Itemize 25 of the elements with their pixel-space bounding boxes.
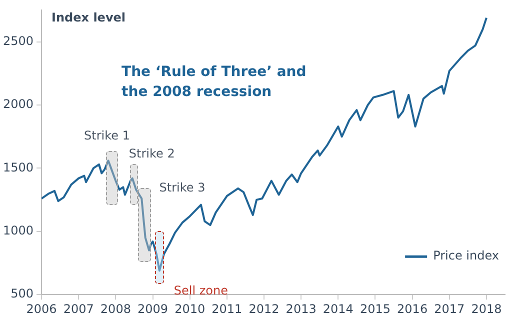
x-tick-label: 2009 bbox=[137, 302, 168, 316]
x-tick-label: 2014 bbox=[322, 302, 354, 316]
y-tick-label: 1000 bbox=[2, 224, 34, 238]
x-tick-label: 2010 bbox=[174, 302, 206, 316]
x-tick-label: 2017 bbox=[434, 302, 465, 316]
x-tick-label: 2013 bbox=[286, 302, 316, 316]
x-tick-label: 2007 bbox=[63, 302, 94, 316]
x-tick-label: 2018 bbox=[471, 302, 502, 316]
x-tick-label: 2015 bbox=[360, 302, 391, 316]
y-tick-label: 1500 bbox=[2, 160, 34, 174]
x-tick-label: 2012 bbox=[248, 302, 280, 316]
band-label: Strike 3 bbox=[159, 180, 206, 195]
y-tick-label: 500 bbox=[10, 286, 34, 301]
x-tick-label: 2008 bbox=[100, 302, 131, 316]
band-label: Strike 1 bbox=[84, 128, 130, 143]
text: The ‘Rule of Three’ and the 2008 recession bbox=[122, 64, 306, 100]
band-label: Strike 2 bbox=[128, 146, 175, 161]
x-tick-label: 2016 bbox=[397, 302, 428, 316]
y-axis-title: Index level bbox=[52, 10, 126, 24]
y-tick-label: 2500 bbox=[2, 34, 34, 48]
x-tick-label: 2011 bbox=[212, 302, 242, 316]
y-tick-label: 2000 bbox=[2, 97, 34, 112]
legend-label: Price index bbox=[433, 248, 500, 263]
band-label: Sell zone bbox=[174, 284, 228, 298]
x-tick-label: 2006 bbox=[26, 302, 57, 316]
